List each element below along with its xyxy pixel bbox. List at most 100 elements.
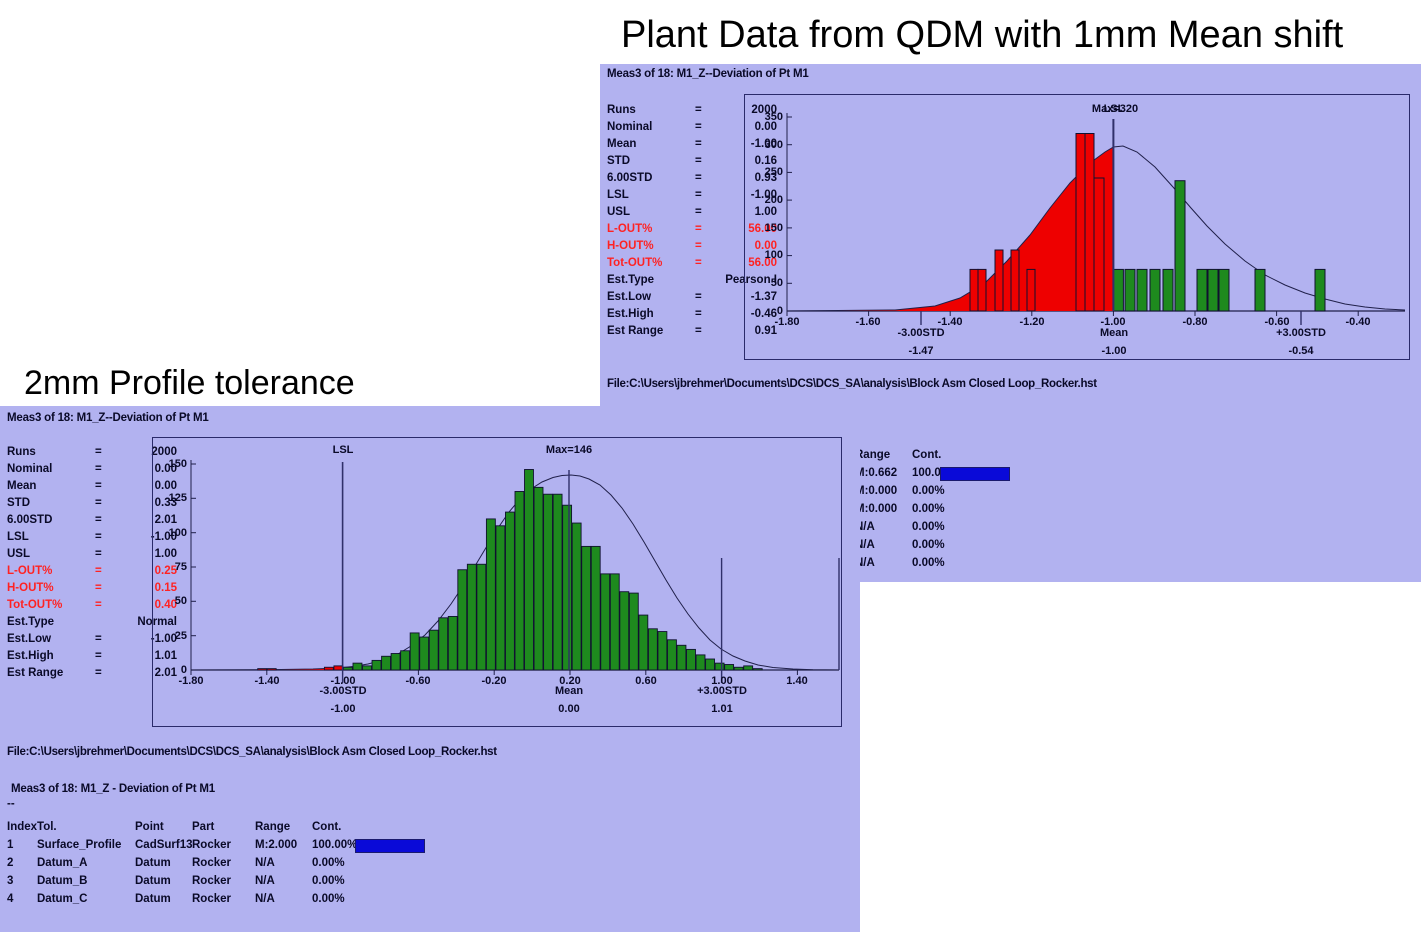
column-header: Part (192, 821, 215, 833)
peak-max-label: Max=320 (1091, 103, 1139, 115)
stat-equals: = (95, 582, 102, 594)
cell-index: 3 (7, 875, 14, 887)
slide-title-mid: 2mm Profile tolerance (24, 364, 355, 402)
column-header: IndexTol. (7, 821, 57, 833)
histogram-bar (409, 632, 420, 671)
stat-equals: = (95, 548, 102, 560)
table-bottom-dots: -- (7, 798, 15, 810)
stat-equals: = (95, 463, 102, 475)
stat-equals: = (95, 599, 102, 611)
top-histogram-plot (786, 113, 1406, 325)
histogram-bar (381, 655, 391, 671)
stat-label: H-OUT% (607, 240, 654, 252)
stat-equals: = (95, 446, 102, 458)
histogram-bar (371, 659, 382, 671)
x-tick-label: 0.20 (559, 675, 581, 687)
stat-value: 56.00 (748, 223, 777, 235)
contribution-bar (940, 467, 1010, 481)
histogram-bar (543, 493, 553, 671)
stat-equals: = (695, 257, 702, 269)
stat-value: 56.00 (748, 257, 777, 269)
cell-point: Datum (135, 857, 171, 869)
lsl-marker-label: LSL (1103, 103, 1125, 115)
histogram-bar (552, 493, 563, 671)
stat-value: 0.91 (754, 325, 777, 337)
stat-label: Est.High (607, 308, 654, 320)
stat-value: -1.37 (750, 291, 777, 303)
x-tick-label: -0.60 (405, 675, 431, 687)
peak-max-label: Max=146 (545, 444, 593, 456)
histogram-bar (266, 668, 277, 671)
cell-part: Rocker (192, 857, 231, 869)
minus3std-value: -1.00 (330, 703, 356, 715)
mid-histogram-plot (190, 460, 840, 683)
cell-tolerance: Datum_C (37, 893, 88, 905)
panel-mid-header: Meas3 of 18: M1_Z--Deviation of Pt M1 (7, 412, 209, 424)
cell-part: Rocker (192, 839, 231, 851)
cell-range: N/A (255, 875, 275, 887)
cell-index: 2 (7, 857, 14, 869)
stat-equals: = (695, 308, 702, 320)
histogram-bar (695, 654, 706, 671)
stat-label: Tot-OUT% (7, 599, 63, 611)
histogram-bar (447, 615, 458, 671)
stat-label: STD (7, 497, 30, 509)
histogram-bar (400, 650, 411, 671)
stat-value: 1.00 (754, 206, 777, 218)
cell-range: M:2.000 (255, 839, 298, 851)
stat-value: -1.00 (750, 189, 777, 201)
stat-value: 0.40 (154, 599, 177, 611)
plus3std-value: 1.01 (711, 703, 733, 715)
histogram-bar (619, 591, 630, 671)
y-tick-label: 0 (180, 664, 187, 676)
x-tick-label: -1.60 (855, 316, 881, 328)
plus3std-label: +3.00STD (697, 685, 747, 697)
y-tick-label: 350 (764, 111, 783, 123)
stat-value: -1.00 (150, 531, 177, 543)
histogram-bar (362, 665, 372, 671)
cell-point: Datum (135, 893, 171, 905)
stat-value: -1.00 (150, 633, 177, 645)
histogram-bar (524, 469, 534, 671)
histogram-bar (590, 545, 601, 671)
stat-equals: = (695, 325, 702, 337)
stat-value: 2000 (751, 104, 777, 116)
x-tick-label: -0.80 (1182, 316, 1208, 328)
cell-index: 1 (7, 839, 14, 851)
mean-label: Mean (554, 685, 584, 697)
stat-equals: = (95, 650, 102, 662)
cell-part: Rocker (192, 893, 231, 905)
column-header: Cont. (312, 821, 342, 833)
stat-value: 1.01 (154, 650, 177, 662)
stat-label: L-OUT% (7, 565, 53, 577)
stat-equals: = (695, 121, 702, 133)
stat-label: Est.Low (7, 633, 52, 645)
stat-equals: = (95, 514, 102, 526)
histogram-bar (638, 614, 649, 671)
x-tick-label: -1.80 (774, 316, 800, 328)
cell-index: 4 (7, 893, 14, 905)
cell-contribution: 0.00% (312, 893, 345, 905)
x-tick-label: -1.40 (254, 675, 280, 687)
cell-range: M:0.662 (855, 467, 898, 479)
x-tick-label: 1.00 (711, 675, 733, 687)
histogram-bar (514, 491, 525, 671)
cell-tolerance: Datum_B (37, 875, 88, 887)
column-header: Range (255, 821, 291, 833)
histogram-bar (724, 664, 735, 671)
stat-equals: = (95, 480, 102, 492)
cell-contribution: 0.00% (912, 539, 945, 551)
histogram-bar (752, 668, 763, 671)
column-header: Range (855, 449, 891, 461)
y-tick-label: 0 (776, 305, 783, 317)
stat-label: Est.High (7, 650, 54, 662)
table-bottom-header: Meas3 of 18: M1_Z - Deviation of Pt M1 (11, 783, 215, 795)
y-tick-label: 25 (174, 630, 187, 642)
slide-title-top: Plant Data from QDM with 1mm Mean shift (621, 14, 1344, 56)
histogram-bar (667, 639, 677, 671)
histogram-bar (533, 486, 544, 671)
panel-top-file-path: File:C:\Users\jbrehmer\Documents\DCS\DCS… (607, 378, 1097, 390)
stat-label: Mean (607, 138, 637, 150)
mean-value: 0.00 (558, 703, 580, 715)
stat-equals: = (695, 172, 702, 184)
